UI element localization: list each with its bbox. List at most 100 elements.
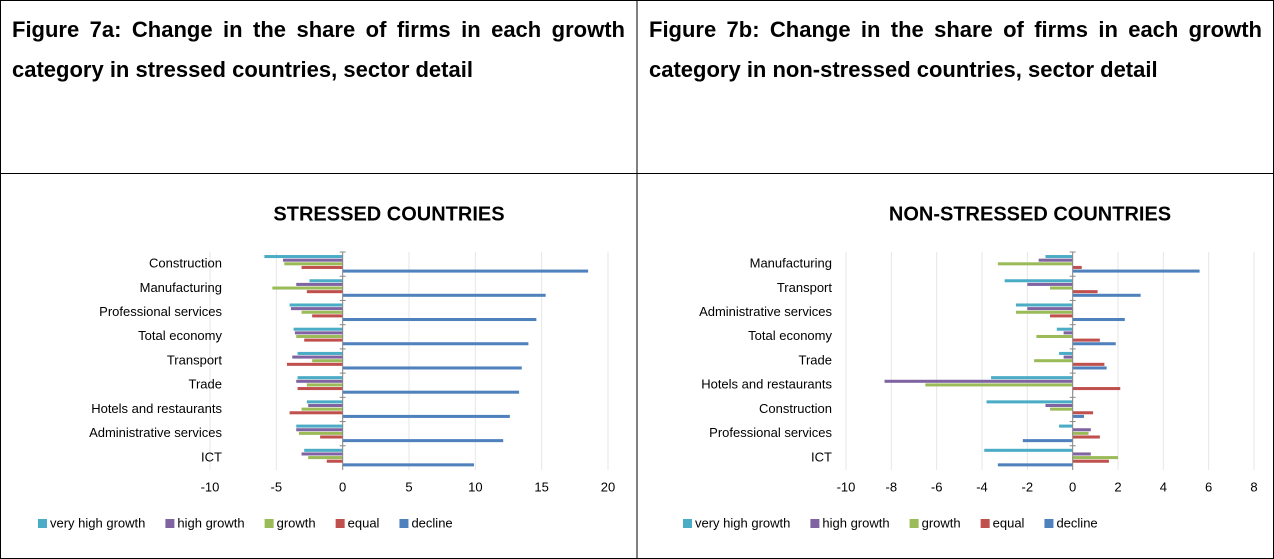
legend-label: very high growth (695, 515, 790, 530)
legend-label: decline (1056, 515, 1097, 530)
bar (289, 411, 343, 415)
chart-title: STRESSED COUNTRIES (273, 203, 504, 225)
bar (297, 376, 343, 380)
y-tick-label: ICT (201, 449, 222, 464)
bar (284, 262, 343, 266)
bar (1045, 403, 1073, 408)
y-tick-label: Manufacturing (140, 280, 222, 295)
bar (1034, 359, 1073, 363)
bar (1072, 342, 1116, 346)
bar (1004, 279, 1073, 283)
bar (1016, 310, 1073, 314)
bar (304, 338, 343, 342)
legend-swatch (165, 519, 175, 528)
x-tick-label: 8 (1250, 479, 1257, 494)
y-tick-label: Hotels and restaurants (91, 401, 222, 416)
x-tick-label: -10 (837, 479, 856, 494)
bar (991, 376, 1073, 380)
legend-label: high growth (822, 515, 889, 530)
x-tick-label: -8 (886, 479, 898, 494)
legend-swatch (683, 519, 692, 528)
y-tick-label: Construction (759, 401, 832, 416)
bar (309, 279, 343, 283)
y-tick-label: Transport (777, 280, 833, 295)
x-tick-label: 6 (1205, 479, 1212, 494)
legend-label: equal (993, 515, 1025, 530)
bar (1059, 351, 1073, 355)
bar (342, 269, 589, 273)
bar (1072, 293, 1141, 297)
bar (289, 303, 343, 307)
bar (296, 424, 343, 428)
y-tick-label: ICT (811, 449, 832, 464)
bar (298, 431, 343, 435)
bar (342, 463, 475, 467)
y-tick-label: Construction (149, 256, 222, 271)
bar (1050, 286, 1073, 290)
figure-caption: Figure 7a: Change in the share of firms … (12, 17, 625, 82)
bar (1072, 452, 1091, 456)
bar (997, 262, 1073, 266)
bar (1072, 269, 1200, 273)
legend-label: very high growth (50, 515, 145, 530)
bar (306, 400, 343, 404)
bar (306, 383, 343, 387)
x-tick-label: 0 (1069, 479, 1076, 494)
bar (1038, 258, 1073, 262)
x-tick-label: 15 (534, 479, 548, 494)
bar (1050, 407, 1073, 411)
bar (294, 331, 343, 335)
legend-swatch (980, 519, 990, 528)
legend-label: equal (348, 515, 380, 530)
bar (984, 448, 1073, 452)
legend-swatch (335, 519, 345, 528)
bar (1036, 334, 1073, 338)
y-tick-label: Trade (189, 377, 222, 392)
x-tick-label: 2 (1114, 479, 1121, 494)
bar (1016, 303, 1073, 307)
bar (1072, 456, 1118, 460)
bar (301, 452, 343, 456)
bar (342, 414, 510, 418)
bar (1056, 327, 1073, 331)
bar (997, 463, 1073, 467)
bar (1072, 387, 1121, 391)
bar (272, 286, 343, 290)
x-tick-label: -5 (271, 479, 283, 494)
bar (297, 351, 343, 355)
x-tick-label: -10 (201, 479, 220, 494)
bar (296, 428, 343, 432)
bar (1072, 338, 1100, 342)
bar (1022, 439, 1073, 443)
bar (306, 290, 343, 294)
bar (312, 314, 343, 318)
bar (1072, 431, 1089, 435)
bar (1072, 435, 1100, 439)
y-tick-label: Total economy (138, 328, 222, 343)
bar (1072, 459, 1109, 463)
bar (286, 362, 343, 366)
bar (1050, 314, 1073, 318)
bar (1072, 362, 1105, 366)
bar (312, 359, 343, 363)
legend-swatch (1044, 519, 1054, 528)
y-tick-label: Transport (167, 352, 223, 367)
bar (301, 407, 343, 411)
legend-label: growth (922, 515, 961, 530)
legend-label: growth (277, 515, 316, 530)
legend-swatch (399, 519, 409, 528)
bar (1059, 424, 1073, 428)
y-tick-label: Professional services (709, 425, 832, 440)
chart-title: NON-STRESSED COUNTRIES (889, 203, 1171, 225)
legend-swatch (264, 519, 274, 528)
bar (296, 282, 343, 286)
y-tick-label: Hotels and restaurants (701, 377, 832, 392)
bar (1027, 307, 1073, 311)
y-tick-label: Professional services (99, 304, 222, 319)
bar (342, 366, 522, 370)
bar (296, 379, 343, 383)
y-tick-label: Total economy (748, 328, 832, 343)
bar (884, 379, 1073, 383)
